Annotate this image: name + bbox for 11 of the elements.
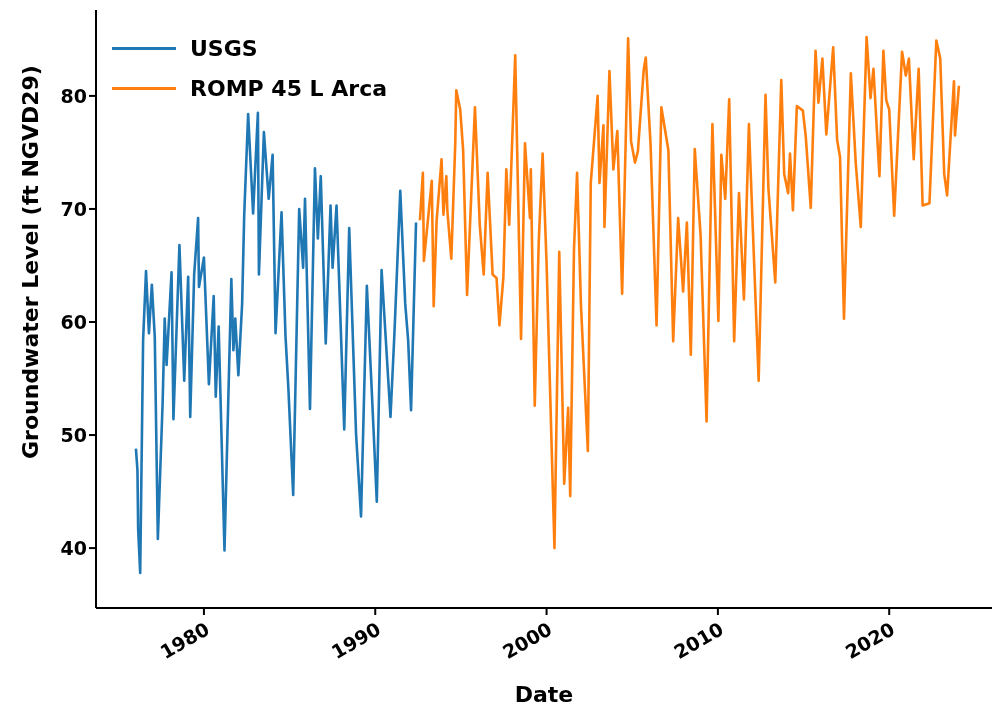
y-tick-label: 50	[60, 423, 87, 446]
y-tick-label: 40	[60, 536, 87, 559]
line-series	[418, 35, 961, 550]
y-axis-title: Groundwater Level (ft NGVD29)	[17, 65, 43, 459]
y-tick-label: 80	[60, 84, 87, 107]
legend-label: USGS	[190, 35, 258, 61]
legend-label: ROMP 45 L Arca	[190, 75, 388, 101]
y-tick-label: 70	[60, 197, 87, 220]
y-tick-label: 60	[60, 310, 87, 333]
line-series	[134, 111, 418, 575]
x-axis-title: Date	[514, 682, 574, 707]
